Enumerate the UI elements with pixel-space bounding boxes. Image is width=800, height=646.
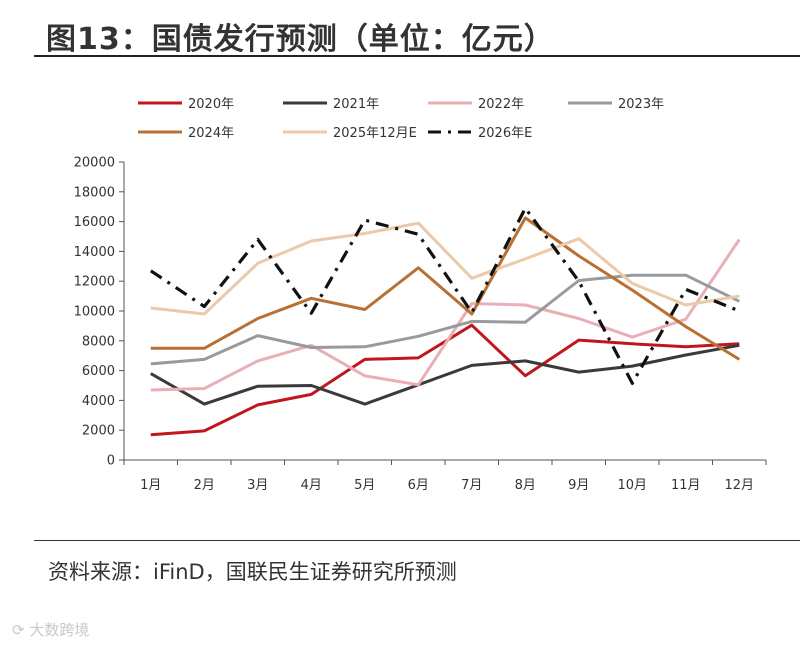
x-tick-label: 12月 [724,478,754,493]
x-tick-label: 6月 [408,478,429,493]
x-tick-label: 4月 [301,478,322,493]
y-tick-label: 14000 [74,245,115,260]
watermark-logo: ⟳ 大数跨境 [12,619,89,640]
y-tick-label: 12000 [74,275,115,290]
y-tick-label: 20000 [74,156,115,171]
series-line-3 [150,238,741,392]
line-chart: 0 2000 4000 6000 8000 10000 12000 14000 16000 180… [74,97,767,493]
x-tick-label: 1月 [140,478,161,493]
chart-title: 图13：国债发行预测（单位：亿元） [46,22,555,57]
x-tick-label: 9月 [568,478,589,493]
y-tick-label: 6000 [82,364,115,379]
x-tick-label: 10月 [617,478,647,493]
footer-divider [34,540,800,541]
x-tick-label: 11月 [671,478,701,493]
y-tick-label: 0 [107,454,115,469]
x-tick-label: 2月 [194,478,215,493]
y-tick-label: 18000 [74,185,115,200]
legend-label-3: 2022年 [478,97,524,112]
series-line-7 [149,206,740,385]
watermark-text: 大数跨境 [29,621,90,639]
title-divider [34,55,800,57]
legend-label-6: 2025年12月E [333,126,417,141]
legend-label-4: 2023年 [618,97,664,112]
series-line-4 [150,273,740,366]
watermark-icon: ⟳ [12,621,30,639]
legend-label-1: 2020年 [188,97,234,112]
x-tick-label: 8月 [515,478,536,493]
y-tick-label: 10000 [74,305,115,320]
x-tick-label: 3月 [247,478,268,493]
series-line-6 [150,221,740,316]
y-tick-label: 2000 [82,424,115,439]
x-tick-label: 5月 [354,478,375,493]
y-tick-label: 4000 [82,394,115,409]
series-line-2 [150,343,740,406]
legend-label-7: 2026年E [478,126,532,141]
legend-label-2: 2021年 [333,97,379,112]
series-line-5 [150,216,741,361]
x-tick-label: 7月 [461,478,482,493]
legend-label-5: 2024年 [188,126,234,141]
y-tick-label: 8000 [82,334,115,349]
y-tick-label: 16000 [74,215,115,230]
source-note: 资料来源：iFinD，国联民生证券研究所预测 [48,560,457,584]
